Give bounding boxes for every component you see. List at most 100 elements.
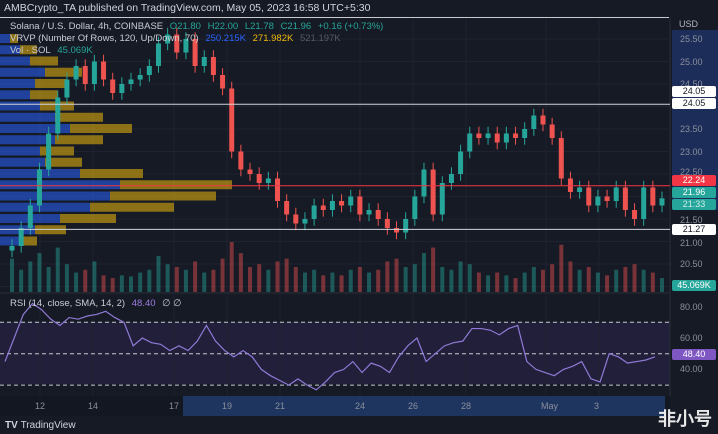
candle (412, 196, 418, 219)
volume-bar (74, 272, 79, 292)
candle (101, 61, 107, 80)
price-tick: 23.00 (680, 146, 703, 157)
time-tick: 21 (275, 401, 286, 411)
countdown-label: 21:33 (672, 199, 716, 210)
volume-bar (321, 275, 326, 292)
volume-bar (10, 258, 14, 292)
vrvp-down-bar (20, 45, 37, 55)
volume-bar (193, 261, 198, 292)
candle (458, 151, 464, 174)
candle (64, 79, 70, 98)
vrvp-legend: VRVP (Number Of Rows, 120, Up/Down, 70) … (10, 33, 345, 44)
volume-bar (650, 272, 655, 292)
candle (256, 174, 262, 183)
rsi-current-label: 48.40 (672, 349, 716, 360)
symbol-name: Solana / U.S. Dollar, 4h, COINBASE (10, 21, 164, 32)
price-tick: 23.50 (680, 124, 703, 134)
candle (421, 169, 427, 197)
candle (238, 151, 244, 170)
volume-bar (119, 275, 124, 292)
vrvp-up-bar (0, 45, 20, 55)
candle (201, 57, 207, 66)
vrvp-down-bar (30, 90, 58, 100)
candle (165, 34, 171, 44)
time-tick: 12 (35, 401, 46, 411)
published-info: AMBCrypto_TA published on TradingView.co… (4, 2, 371, 14)
price-tick: 20.50 (680, 259, 703, 269)
vrvp-name: VRVP (Number Of Rows, 120, Up/Down, 70) (10, 33, 199, 44)
brand-text: TradingView (20, 420, 76, 431)
hline-label: 24.05 (672, 86, 716, 97)
vrvp-down-bar (55, 135, 103, 145)
candle (183, 39, 189, 53)
vrvp-down-bar (110, 191, 216, 201)
candle (329, 201, 335, 210)
price-tick: 24.50 (680, 79, 703, 89)
candle (430, 169, 436, 215)
candle (503, 133, 509, 143)
vrvp-up-bar (0, 67, 45, 77)
price-tick: 21.00 (680, 237, 703, 248)
volume-bar (367, 272, 372, 292)
volume-bar (449, 269, 454, 292)
symbol-legend: Solana / U.S. Dollar, 4h, COINBASE O21.8… (10, 21, 387, 32)
vrvp-down-bar (45, 157, 82, 167)
volume-bar (394, 258, 399, 292)
volume-bar (220, 258, 225, 292)
time-tick: 19 (222, 401, 233, 411)
candle (366, 210, 372, 215)
candle (604, 196, 610, 201)
price-tick: 22.50 (680, 167, 703, 177)
vrvp-up-bar (0, 56, 30, 66)
candle (494, 133, 500, 143)
volume-bar (37, 253, 42, 292)
candle (265, 178, 271, 183)
tradingview-brand[interactable]: TV TradingView (5, 420, 76, 431)
volume-bar (495, 272, 500, 292)
volume-bar (586, 267, 591, 292)
volume-bar (660, 278, 664, 292)
time-tick: 17 (169, 401, 180, 411)
volume-bar (614, 269, 619, 292)
low-value: L21.78 (244, 21, 274, 32)
candle (119, 84, 125, 93)
volume-bar (376, 269, 381, 292)
volume-bar (92, 261, 97, 292)
price-tick: 21.50 (680, 215, 703, 225)
close-value: C21.96 (280, 21, 312, 32)
volume-bar (302, 272, 307, 292)
volume-bar (211, 269, 216, 292)
candle (9, 246, 15, 251)
volume-bar (101, 275, 106, 292)
volume-bar (330, 272, 335, 292)
vrvp-up-bar (0, 34, 10, 43)
volume-bar (476, 272, 481, 292)
volume-bar (486, 275, 491, 292)
volume-bar (55, 247, 60, 292)
currency-label: USD (679, 19, 699, 29)
volume-bar (458, 261, 463, 292)
hline-label: 21.27 (672, 224, 716, 235)
vrvp-up-bar (0, 146, 40, 156)
vrvp-up-bar (0, 124, 70, 133)
volume-bar (156, 255, 161, 292)
volume-bar (385, 261, 390, 292)
vrvp-up-bar (0, 191, 110, 201)
price-pane (0, 18, 670, 292)
high-value: H22.00 (207, 21, 239, 32)
candle (36, 169, 42, 206)
time-tick: 26 (408, 401, 419, 411)
candle (229, 88, 235, 152)
rsi-name: RSI (14, close, SMA, 14, 2) (10, 298, 126, 309)
candle (513, 133, 519, 138)
volume-bar (202, 272, 207, 292)
candle (384, 219, 390, 228)
candle (128, 79, 134, 84)
volume-bar (403, 267, 408, 292)
rsi-value: 48.40 (131, 298, 156, 309)
volume-bar (641, 269, 646, 292)
candle (485, 133, 491, 138)
candle (293, 214, 299, 224)
candle (476, 133, 482, 138)
